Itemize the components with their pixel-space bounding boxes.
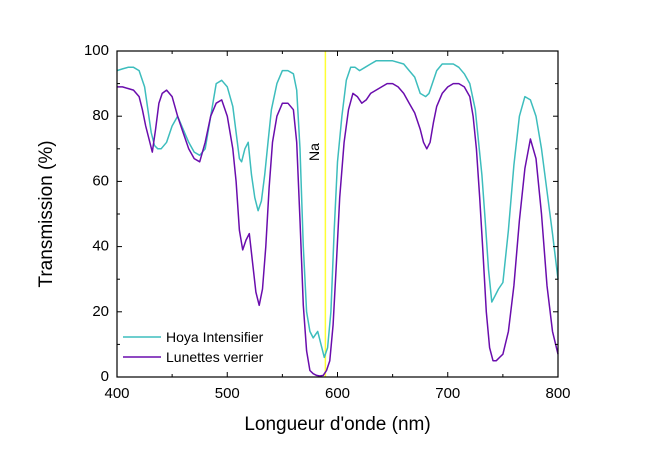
y-tick-label-40: 40	[92, 238, 109, 255]
x-axis-title: Longueur d'onde (nm)	[244, 414, 430, 435]
legend: Hoya Intensifier Lunettes verrier	[123, 329, 264, 365]
series-line-hoya-intensifier	[116, 60, 559, 359]
x-tick-label-700: 700	[435, 385, 460, 402]
legend-label-lunettes-verrier: Lunettes verrier	[166, 349, 264, 365]
x-tick-label-800: 800	[545, 385, 570, 402]
y-tick-label-80: 80	[92, 107, 109, 124]
series-group	[116, 60, 559, 377]
y-tick-label-100: 100	[84, 42, 109, 59]
series-line-lunettes-verrier	[117, 82, 559, 377]
y-axis-ticks: 0 20 40 60 80 100	[84, 42, 558, 385]
y-tick-label-0: 0	[101, 368, 109, 385]
x-tick-label-400: 400	[104, 385, 129, 402]
y-axis-title: Transmission (%)	[36, 140, 57, 287]
x-tick-label-600: 600	[325, 385, 350, 402]
y-tick-label-20: 20	[92, 303, 109, 320]
x-tick-label-500: 500	[215, 385, 240, 402]
legend-label-hoya-intensifier: Hoya Intensifier	[166, 329, 264, 345]
x-axis-ticks: 400 500 600 700 800	[104, 51, 571, 402]
sodium-annotation-label: Na	[306, 143, 322, 161]
y-tick-label-60: 60	[92, 172, 109, 189]
